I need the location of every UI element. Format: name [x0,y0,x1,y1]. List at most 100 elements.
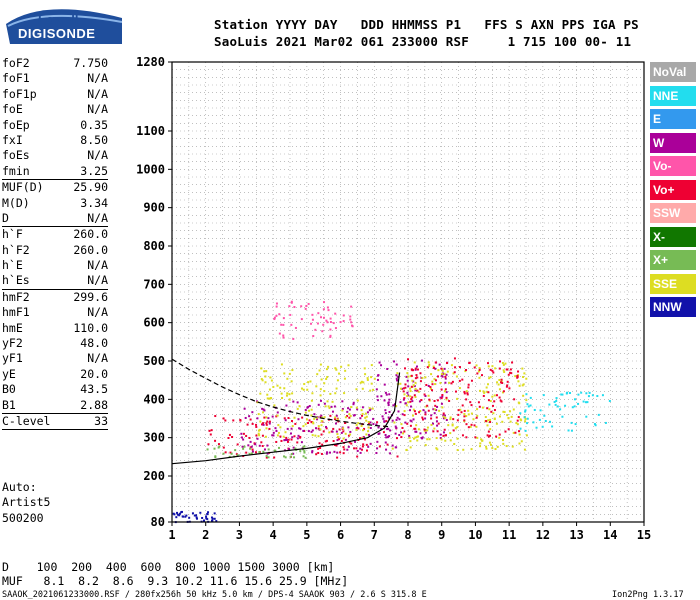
echo-point [262,450,265,453]
param-value: 33 [94,413,108,428]
echo-point [441,393,444,396]
echo-point [571,406,574,409]
echo-point [476,414,479,417]
echo-point [434,361,437,364]
echo-point [556,405,559,408]
y-tick-label: 500 [143,354,165,368]
echo-point [489,418,492,421]
echo-point [498,396,501,399]
echo-point [336,418,339,421]
header-labels: Station YYYY DAY DDD HHMMSS P1 FFS S AXN… [214,17,639,32]
echo-point [440,397,443,400]
echo-point [292,337,295,340]
echo-point [409,409,412,412]
echo-point [292,400,295,403]
echo-point [244,416,247,419]
echo-point [290,323,293,326]
echo-point [341,400,344,403]
echo-point [257,432,260,435]
echo-point [340,365,343,368]
echo-point [430,373,433,376]
echo-point [315,427,318,430]
echo-point [498,367,501,370]
echo-point [435,447,438,450]
echo-point [329,328,332,331]
echo-point [195,516,198,519]
echo-point [388,435,391,438]
echo-point [439,396,442,399]
echo-point [222,417,225,420]
echo-point [291,392,294,395]
echo-point [263,416,266,419]
echo-point [384,412,387,415]
echo-point [275,440,278,443]
echo-point [239,418,242,421]
param-label: foF1p [2,86,37,101]
echo-point [486,407,489,410]
param-value: 110.0 [73,320,108,335]
echo-point [325,427,328,430]
echo-point [265,370,268,373]
echo-point [328,407,331,410]
echo-point [336,379,339,382]
echo-point [228,433,231,436]
echo-point [608,399,611,402]
echo-point [505,385,508,388]
echo-point [497,383,500,386]
echo-point [463,412,466,415]
echo-point [305,418,308,421]
echo-point [470,379,473,382]
echo-point [433,399,436,402]
echo-point [290,438,293,441]
echo-point [597,413,600,416]
echo-point [421,436,424,439]
echo-point [414,389,417,392]
echo-point [423,428,426,431]
echo-point [518,433,521,436]
echo-point [319,388,322,391]
echo-point [476,436,479,439]
echo-point [348,413,351,416]
echo-point [283,417,286,420]
echo-point [522,375,525,378]
echo-point [258,451,261,454]
echo-point [561,393,564,396]
echo-point [367,433,370,436]
echo-point [498,378,501,381]
echo-point [500,378,503,381]
echo-point [444,377,447,380]
echo-point [407,401,410,404]
echo-point [337,438,340,441]
param-row: hmF2 299.6 [2,288,108,305]
echo-point [397,375,400,378]
echo-point [477,370,480,373]
echo-point [188,516,191,519]
echo-point [330,405,333,408]
echo-point [365,433,368,436]
echo-point [403,414,406,417]
echo-point [458,379,461,382]
echo-point [251,448,254,451]
echo-point [259,420,262,423]
param-value: N/A [87,305,108,320]
echo-point [320,420,323,423]
echo-point [303,450,306,453]
echo-point [400,436,403,439]
echo-point [577,402,580,405]
echo-point [502,390,505,393]
echo-point [299,427,302,430]
autoscaling-info: Auto: Artist5 500200 [2,480,50,526]
echo-point [375,452,378,455]
echo-point [570,421,573,424]
echo-point [249,446,252,449]
echo-point [517,370,520,373]
echo-point [316,373,319,376]
echo-point [426,404,429,407]
echo-point [366,378,369,381]
echo-point [402,432,405,435]
echo-point [498,436,501,439]
echo-point [315,385,318,388]
echo-point [394,432,397,435]
echo-point [427,394,430,397]
echo-point [493,400,496,403]
